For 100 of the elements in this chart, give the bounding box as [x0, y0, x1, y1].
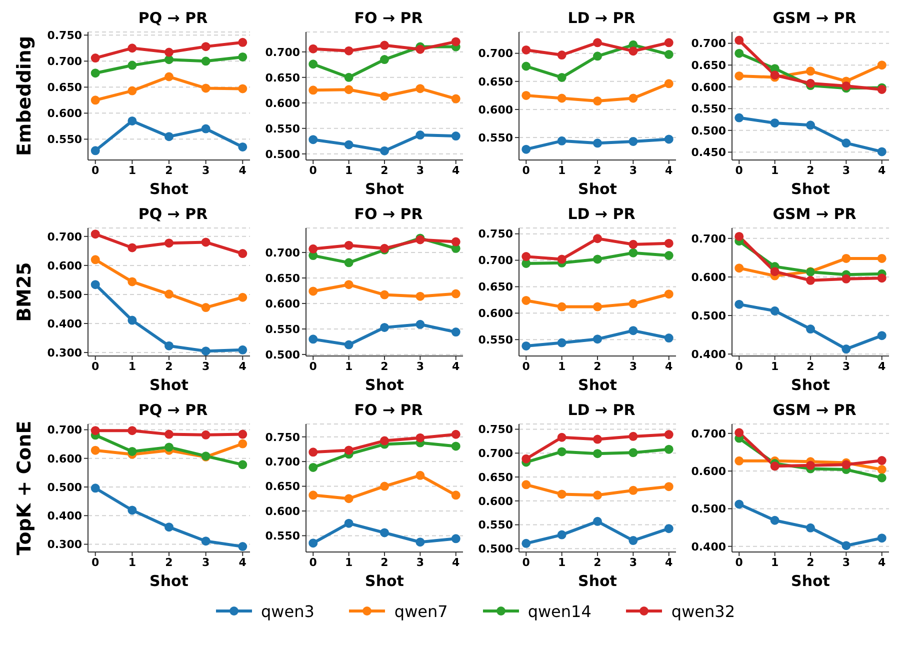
y-tick-label: 0.550 — [691, 102, 726, 116]
point — [842, 274, 851, 284]
x-axis-title: Shot — [365, 572, 404, 590]
x-axis-title: Shot — [791, 572, 830, 590]
legend-label: qwen7 — [394, 602, 448, 620]
point — [201, 536, 210, 546]
point — [201, 303, 210, 312]
chart-title: GSM → PR — [772, 204, 858, 224]
point — [380, 146, 389, 156]
point — [416, 433, 425, 442]
y-tick-label: 0.500 — [47, 480, 82, 494]
point — [90, 255, 100, 264]
point — [128, 426, 137, 436]
point — [451, 237, 460, 246]
point — [380, 92, 389, 101]
point — [164, 430, 174, 439]
y-tick-label: 0.500 — [47, 288, 82, 302]
x-tick-label: 3 — [842, 164, 850, 177]
point — [238, 142, 248, 152]
point — [128, 243, 137, 252]
point — [628, 448, 638, 458]
y-tick-label: 0.550 — [478, 518, 514, 532]
point — [238, 84, 248, 94]
point — [451, 490, 460, 500]
point — [308, 448, 318, 457]
point — [344, 280, 354, 290]
point — [664, 134, 674, 144]
x-tick-label: 0 — [522, 360, 530, 373]
point — [90, 96, 100, 105]
x-tick-label: 0 — [92, 164, 100, 177]
y-tick-label: 0.550 — [478, 131, 514, 144]
y-tick-label: 0.600 — [691, 80, 726, 94]
y-tick-label: 0.600 — [47, 259, 82, 272]
x-tick-label: 1 — [558, 556, 566, 569]
point — [877, 456, 886, 466]
x-tick-label: 2 — [380, 556, 388, 569]
x-axis-title: Shot — [791, 180, 830, 198]
point — [628, 94, 638, 103]
y-tick-label: 0.600 — [478, 307, 514, 320]
x-tick-label: 2 — [380, 360, 388, 373]
x-axis-title: Shot — [578, 572, 617, 590]
chart-title: FO → PR — [353, 8, 424, 28]
point — [628, 240, 638, 249]
x-tick-label: 4 — [238, 360, 247, 373]
x-tick-label: 0 — [522, 164, 530, 177]
y-tick-label: 0.700 — [265, 246, 300, 260]
point — [557, 94, 566, 103]
point — [128, 60, 137, 70]
point — [877, 534, 886, 543]
point — [842, 138, 851, 148]
point — [416, 470, 425, 480]
point — [806, 120, 815, 130]
x-axis-title: Shot — [365, 376, 404, 394]
chart-title: PQ → PR — [137, 400, 209, 420]
x-tick-label: 1 — [344, 360, 353, 373]
y-tick-label: 0.450 — [691, 146, 726, 160]
point — [734, 113, 744, 122]
chart-title: GSM → PR — [772, 8, 858, 28]
y-tick-label: 0.300 — [47, 538, 82, 552]
y-tick-label: 0.300 — [47, 346, 82, 360]
x-tick-label: 4 — [238, 556, 247, 569]
legend-label: qwen32 — [671, 602, 735, 620]
point — [664, 50, 674, 59]
x-tick-label: 2 — [165, 360, 173, 373]
point — [344, 240, 354, 250]
point — [664, 430, 674, 440]
point — [842, 81, 851, 90]
x-tick-label: 4 — [452, 164, 460, 177]
y-tick-label: 0.700 — [691, 232, 726, 246]
point — [877, 331, 886, 340]
point — [128, 277, 137, 286]
point — [842, 254, 851, 263]
point — [344, 340, 354, 350]
point — [877, 465, 886, 474]
x-axis-title: Shot — [578, 180, 617, 198]
x-tick-label: 0 — [309, 164, 318, 177]
point — [522, 341, 531, 350]
y-tick-label: 0.400 — [691, 348, 726, 361]
point — [201, 56, 210, 66]
y-tick-label: 0.500 — [265, 148, 300, 161]
y-tick-label: 0.650 — [47, 81, 82, 94]
point — [734, 71, 744, 80]
point — [770, 267, 780, 276]
point — [201, 42, 210, 52]
x-tick-label: 1 — [770, 360, 779, 373]
point — [164, 48, 174, 57]
point — [842, 541, 851, 550]
point — [522, 144, 531, 154]
x-tick-label: 4 — [665, 556, 674, 569]
point — [877, 147, 886, 156]
point — [842, 344, 851, 354]
x-tick-label: 3 — [629, 360, 638, 373]
point — [593, 234, 602, 244]
x-tick-label: 2 — [165, 164, 173, 177]
point — [308, 135, 318, 144]
y-tick-label: 0.750 — [478, 228, 514, 241]
x-tick-label: 4 — [452, 360, 460, 373]
y-tick-label: 0.600 — [47, 452, 82, 466]
x-tick-label: 0 — [735, 360, 744, 373]
point — [557, 490, 566, 499]
